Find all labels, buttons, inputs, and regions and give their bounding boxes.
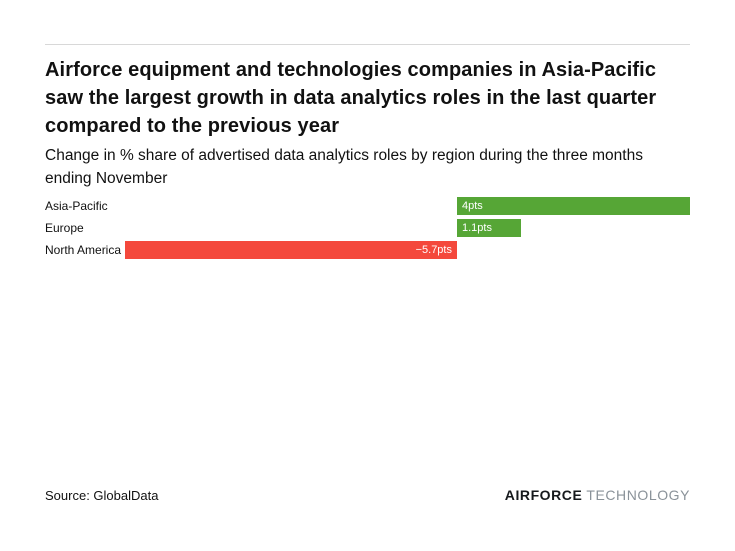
bar-value-label: −5.7pts <box>415 244 452 256</box>
bar-value-label: 4pts <box>462 200 483 212</box>
bar-chart: Asia-Pacific 4pts Europe 1.1pts North Americ… <box>45 197 690 267</box>
source-note: Source: GlobalData <box>45 488 159 503</box>
publisher-logo-light: TECHNOLOGY <box>586 487 690 503</box>
chart-row: North America −5.7pts <box>45 241 690 259</box>
publisher-logo: AIRFORCE TECHNOLOGY <box>505 487 690 503</box>
chart-row: Asia-Pacific 4pts <box>45 197 690 215</box>
bar-north-america: −5.7pts <box>124 241 457 259</box>
top-divider <box>45 44 690 45</box>
chart-subtitle: Change in % share of advertised data ana… <box>45 147 643 187</box>
category-label: Asia-Pacific <box>45 199 108 213</box>
page-title: Airforce equipment and technologies comp… <box>45 59 657 137</box>
chart-row: Europe 1.1pts <box>45 219 690 237</box>
bar-asia-pacific: 4pts <box>457 197 690 215</box>
category-label: Europe <box>45 221 84 235</box>
bar-value-label: 1.1pts <box>462 222 492 234</box>
bar-europe: 1.1pts <box>457 219 522 237</box>
category-label: North America <box>45 243 122 257</box>
publisher-logo-bold: AIRFORCE <box>504 487 583 503</box>
